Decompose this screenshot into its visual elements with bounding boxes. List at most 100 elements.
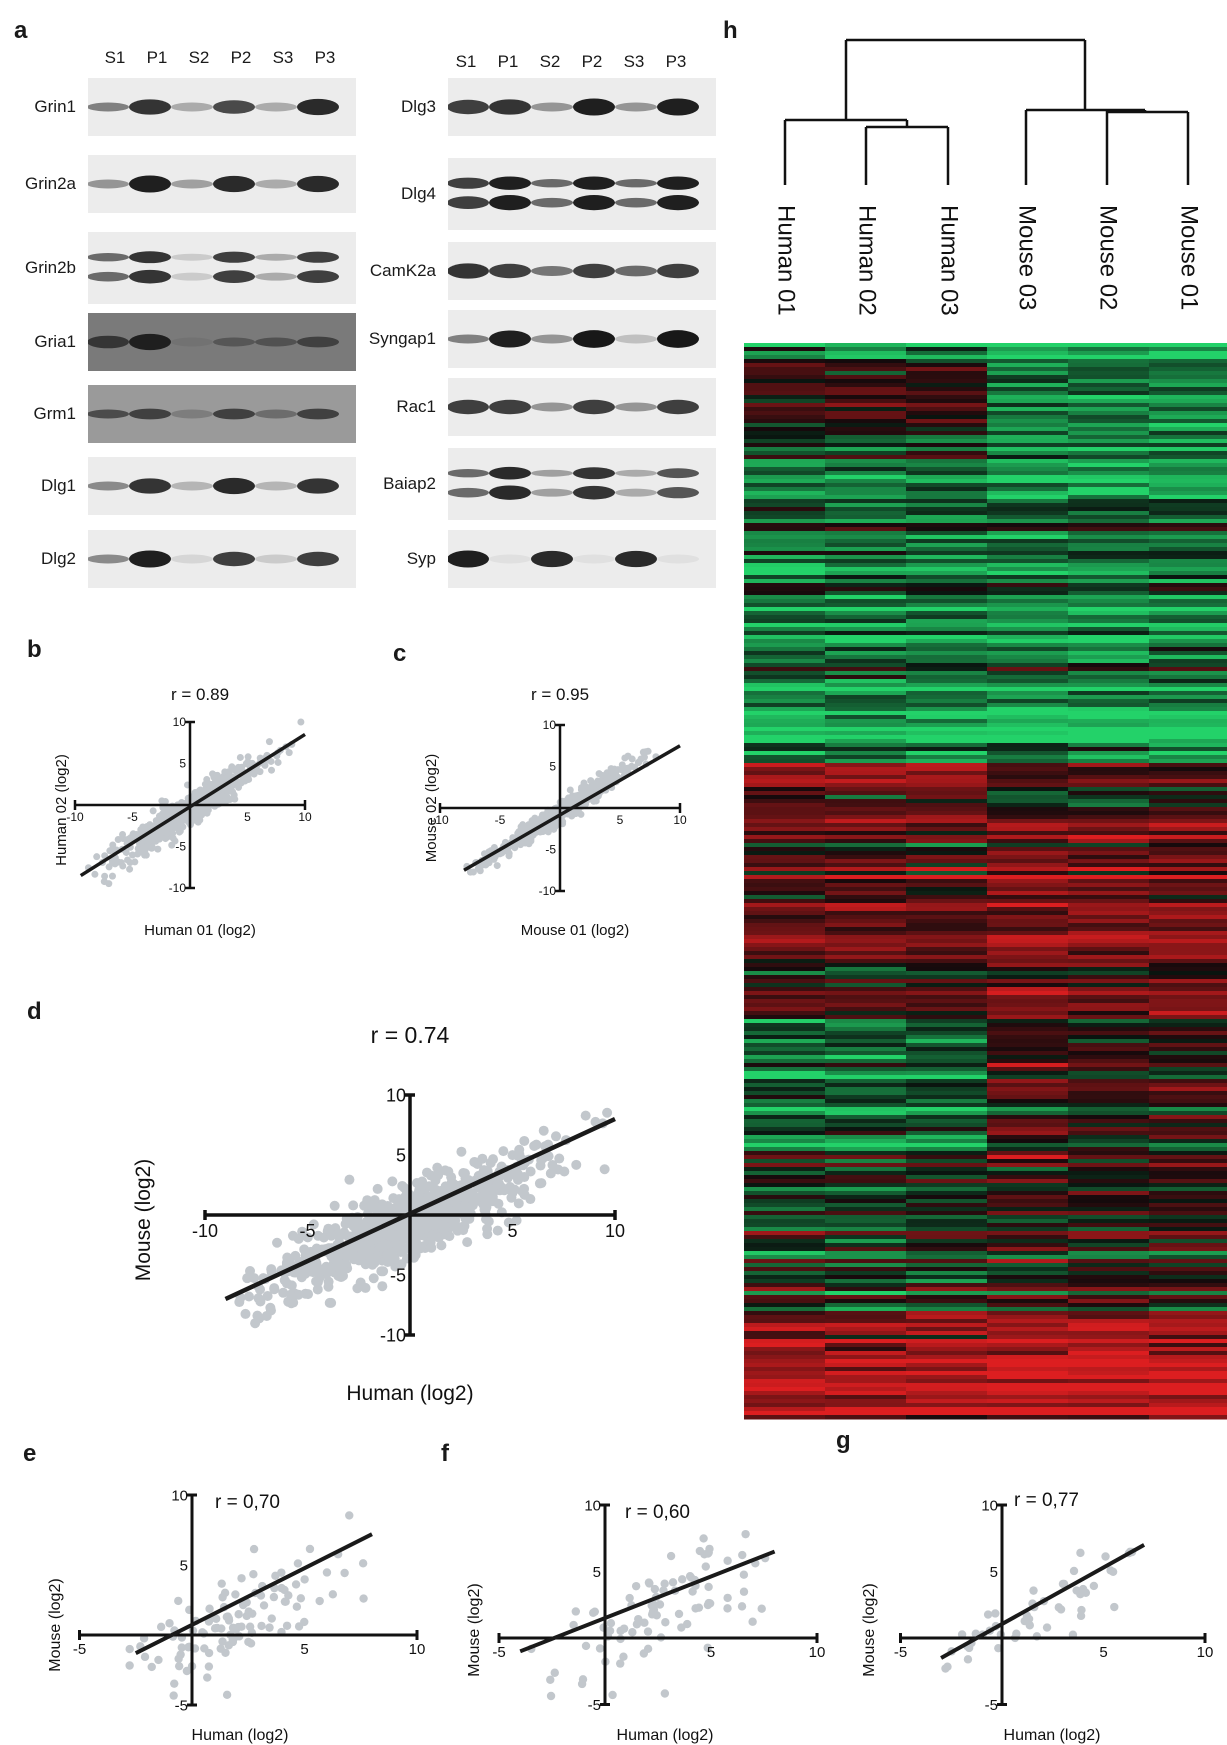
heatmap-cell [1068, 1139, 1150, 1144]
heatmap-cell [1068, 751, 1150, 756]
heatmap-cell [1068, 715, 1150, 720]
heatmap-cell [1068, 911, 1150, 916]
heatmap-cell [1068, 1251, 1150, 1256]
heatmap-cell [906, 1127, 988, 1132]
heatmap-cell [1068, 391, 1150, 396]
heatmap-cell [825, 1171, 907, 1176]
heatmap-cell [906, 727, 988, 732]
heatmap-cell [1149, 707, 1227, 712]
scatter-points [125, 1511, 368, 1700]
heatmap-cell [1068, 363, 1150, 368]
scatter-point [602, 1107, 613, 1118]
heatmap-cell [1068, 975, 1150, 980]
heatmap-cell [744, 431, 826, 436]
heatmap-cell [1068, 647, 1150, 652]
heatmap-cell [1068, 863, 1150, 868]
heatmap-cell [744, 359, 826, 364]
heatmap-cell [906, 723, 988, 728]
heatmap-cell [825, 1139, 907, 1144]
heatmap-cell [906, 615, 988, 620]
heatmap-cell [906, 1395, 988, 1400]
scatter-point [1089, 1581, 1099, 1591]
heatmap-cell [744, 1159, 826, 1164]
x-tick-label: 10 [298, 810, 312, 824]
heatmap-cell [1149, 403, 1227, 408]
heatmap-cell [1068, 651, 1150, 656]
heatmap-cell [1149, 607, 1227, 612]
heatmap-cell [1068, 743, 1150, 748]
heatmap-cell [1068, 775, 1150, 780]
heatmap-cell [744, 463, 826, 468]
heatmap-cell [1068, 1079, 1150, 1084]
heatmap-cell [744, 927, 826, 932]
heatmap-cell [1149, 1387, 1227, 1392]
heatmap-cell [987, 643, 1069, 648]
heatmap-cell [906, 639, 988, 644]
heatmap-cell [744, 1107, 826, 1112]
heatmap-cell [906, 599, 988, 604]
heatmap-cell [906, 431, 988, 436]
heatmap-cell [825, 1303, 907, 1308]
blot-band [615, 197, 657, 208]
blot-band [255, 481, 297, 491]
heatmap-cell [906, 1383, 988, 1388]
heatmap-cell [825, 1015, 907, 1020]
heatmap-cell [1068, 1171, 1150, 1176]
heatmap-cell [906, 1035, 988, 1040]
heatmap-cell [987, 1363, 1069, 1368]
heatmap-cell [1068, 591, 1150, 596]
heatmap-cell [987, 423, 1069, 428]
heatmap-cell [1149, 871, 1227, 876]
heatmap-cell [1149, 1271, 1227, 1276]
heatmap-cell [1149, 503, 1227, 508]
heatmap-cell [744, 1151, 826, 1156]
blot-protein-label: Dlg4 [401, 184, 436, 203]
heatmap-cell [906, 719, 988, 724]
scatter-point [650, 1584, 660, 1594]
scatter-point [213, 781, 221, 789]
heatmap-cell [906, 1375, 988, 1380]
heatmap-cell [1149, 1007, 1227, 1012]
scatter-point [305, 1544, 315, 1554]
heatmap-cell [1068, 1179, 1150, 1184]
heatmap-cell [744, 635, 826, 640]
x-tick-label: 5 [707, 1644, 715, 1661]
heatmap-cell [1068, 983, 1150, 988]
scatter-point [480, 1198, 491, 1209]
heatmap-cell [987, 1243, 1069, 1248]
heatmap-cell [744, 467, 826, 472]
heatmap-cell [1149, 595, 1227, 600]
heatmap-cell [825, 667, 907, 672]
heatmap-cell [825, 615, 907, 620]
scatter-point [242, 1273, 253, 1284]
heatmap-cell [987, 1283, 1069, 1288]
heatmap-cell [987, 603, 1069, 608]
heatmap-cell [1068, 1247, 1150, 1252]
heatmap-cell [987, 371, 1069, 376]
y-tick-label: 5 [180, 1557, 188, 1574]
heatmap-cell [987, 503, 1069, 508]
heatmap-cell [906, 687, 988, 692]
heatmap-cell [987, 575, 1069, 580]
heatmap-cell [906, 1147, 988, 1152]
heatmap-cell [825, 443, 907, 448]
heatmap-cell [744, 639, 826, 644]
heatmap-cell [987, 1199, 1069, 1204]
blot-protein-label: Gria1 [34, 332, 76, 351]
scatter-point [125, 1644, 134, 1654]
heatmap-cell [987, 959, 1069, 964]
blot-band [615, 550, 657, 568]
heatmap-cell [1149, 731, 1227, 736]
heatmap-cell [987, 687, 1069, 692]
scatter-point [311, 1276, 322, 1287]
fit-line [463, 744, 681, 872]
heatmap-cell [825, 1251, 907, 1256]
heatmap-cell [1149, 1027, 1227, 1032]
heatmap-cell [825, 1175, 907, 1180]
heatmap-cell [906, 807, 988, 812]
heatmap-cell [1068, 539, 1150, 544]
heatmap-cell [825, 791, 907, 796]
heatmap-cell [825, 1039, 907, 1044]
y-axis-label: Mouse (log2) [861, 1583, 878, 1676]
scatter-point [308, 1219, 319, 1230]
